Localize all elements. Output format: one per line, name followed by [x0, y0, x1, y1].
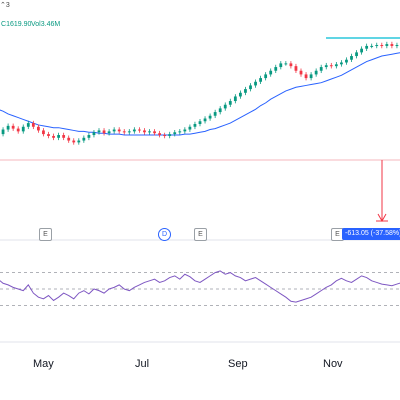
candle-body	[324, 65, 328, 68]
candle-body	[208, 115, 212, 119]
candle-body	[314, 70, 318, 75]
time-axis-label: Jul	[135, 358, 150, 370]
candle-body	[37, 126, 40, 131]
candle-body	[102, 130, 106, 134]
time-axis-label: Nov	[323, 358, 343, 370]
candle-body	[117, 129, 121, 132]
candle-body	[1, 129, 5, 135]
candle-body	[47, 134, 50, 136]
candle-body	[183, 129, 187, 132]
chart-header: ⌃3	[0, 0, 400, 30]
candle-body	[31, 123, 35, 127]
candle-body	[279, 63, 283, 68]
candle-body	[173, 132, 177, 135]
earnings-event-icon[interactable]: E	[194, 228, 207, 241]
candle-body	[188, 126, 192, 130]
rsi-line	[0, 270, 400, 303]
candle-body	[193, 124, 197, 127]
moving-average-line	[0, 52, 400, 136]
candle-body	[153, 131, 156, 134]
candle-body	[122, 131, 126, 133]
candle-body	[198, 121, 202, 125]
dividend-event-icon[interactable]: D	[158, 228, 171, 241]
candle-body	[360, 48, 363, 53]
candle-body	[309, 74, 313, 79]
candle-body	[329, 65, 333, 67]
candle-body	[112, 129, 116, 132]
candle-body	[92, 132, 96, 136]
candle-body	[87, 135, 91, 138]
candle-body	[345, 59, 348, 63]
candle-body	[143, 130, 146, 133]
candle-body	[26, 123, 30, 127]
candle-body	[138, 129, 141, 131]
earnings-event-icon[interactable]: E	[39, 228, 52, 241]
candle-body	[274, 67, 278, 71]
candle-body	[385, 44, 389, 46]
candle-body	[370, 45, 374, 47]
candle-body	[390, 44, 394, 46]
candle-body	[350, 56, 353, 60]
volume-value: 3.46M	[40, 21, 61, 28]
candle-body	[340, 62, 343, 65]
volume-label: Vol	[31, 21, 41, 28]
candle-body	[319, 67, 323, 71]
candle-body	[6, 125, 10, 130]
candle-body	[284, 63, 288, 65]
time-axis-label: May	[33, 358, 54, 370]
candle-body	[158, 133, 161, 136]
candle-body	[11, 125, 15, 129]
candle-body	[269, 70, 273, 75]
candle-body	[334, 64, 338, 67]
candle-body	[72, 140, 76, 143]
candle-body	[254, 81, 257, 86]
candle-body	[82, 137, 86, 141]
close-price-label: C	[1, 21, 7, 28]
time-axis-label: Sep	[228, 358, 248, 370]
candle-body	[249, 85, 252, 90]
candle-body	[259, 78, 262, 82]
measurement-label: -613.05 (-37.58%)	[342, 228, 400, 240]
candle-body	[16, 128, 20, 132]
candle-body	[218, 108, 222, 113]
collapse-indicator[interactable]: ⌃3	[0, 2, 10, 9]
candle-body	[289, 63, 293, 67]
volume-readout: Vol3.46M	[31, 21, 60, 28]
candle-body	[355, 52, 358, 57]
candle-body	[132, 129, 136, 132]
candle-body	[365, 45, 369, 49]
candle-body	[294, 66, 298, 71]
candle-body	[163, 135, 167, 137]
candle-body	[380, 45, 384, 47]
candle-body	[42, 130, 45, 135]
candle-body	[264, 74, 268, 79]
candle-body	[52, 135, 55, 138]
candle-body	[375, 45, 379, 47]
candle-body	[57, 135, 60, 138]
candle-body	[244, 89, 247, 93]
candle-body	[97, 130, 101, 133]
candle-body	[168, 134, 172, 136]
candle-body	[299, 70, 303, 75]
candle-body	[107, 131, 111, 134]
close-price: C1619.90	[1, 21, 31, 28]
candle-body	[62, 135, 66, 138]
candle-body	[233, 96, 237, 102]
candle-body	[213, 112, 217, 116]
candle-body	[203, 118, 207, 122]
candle-body	[148, 131, 151, 133]
candle-body	[67, 137, 71, 141]
candle-body	[395, 45, 399, 47]
candle-body	[178, 131, 182, 133]
candle-body	[127, 131, 131, 133]
candle-body	[223, 104, 227, 109]
candle-body	[304, 74, 308, 79]
candle-body	[21, 126, 25, 132]
candle-body	[228, 101, 232, 105]
candle-body	[77, 140, 81, 143]
candle-body	[239, 92, 242, 97]
close-price-value: 1619.90	[6, 21, 32, 28]
